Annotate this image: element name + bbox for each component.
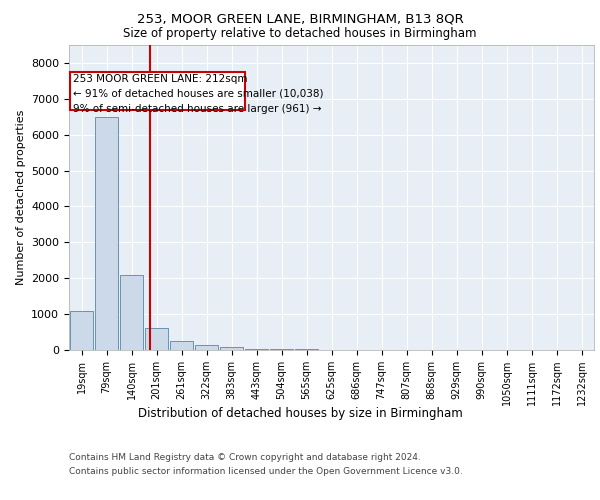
- Text: Contains public sector information licensed under the Open Government Licence v3: Contains public sector information licen…: [69, 467, 463, 476]
- Bar: [220, 347, 243, 350]
- Y-axis label: Number of detached properties: Number of detached properties: [16, 110, 26, 285]
- Bar: [195, 346, 218, 350]
- FancyBboxPatch shape: [70, 72, 245, 110]
- Bar: [145, 328, 168, 350]
- Bar: [95, 117, 118, 350]
- Text: 253 MOOR GREEN LANE: 212sqm
← 91% of detached houses are smaller (10,038)
9% of : 253 MOOR GREEN LANE: 212sqm ← 91% of det…: [73, 74, 323, 114]
- Bar: [245, 348, 268, 350]
- Bar: [170, 341, 193, 350]
- Bar: [70, 310, 93, 350]
- Text: 253, MOOR GREEN LANE, BIRMINGHAM, B13 8QR: 253, MOOR GREEN LANE, BIRMINGHAM, B13 8Q…: [137, 12, 463, 26]
- Text: Contains HM Land Registry data © Crown copyright and database right 2024.: Contains HM Land Registry data © Crown c…: [69, 454, 421, 462]
- Bar: [120, 274, 143, 350]
- Text: Size of property relative to detached houses in Birmingham: Size of property relative to detached ho…: [123, 28, 477, 40]
- Text: Distribution of detached houses by size in Birmingham: Distribution of detached houses by size …: [137, 408, 463, 420]
